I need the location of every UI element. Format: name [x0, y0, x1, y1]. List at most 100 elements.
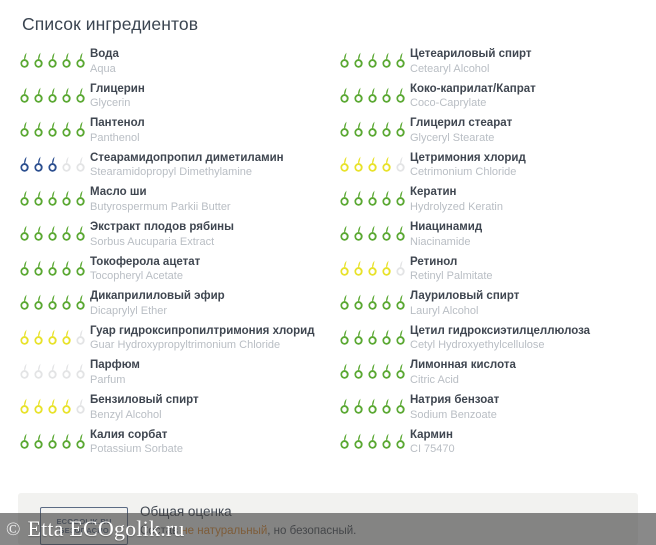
sprout-icon — [62, 329, 71, 345]
safety-badge-verdict: БЕЗОПАСНО — [59, 526, 109, 535]
ingredient-inci-name: Retinyl Palmitate — [410, 270, 493, 283]
ingredient-rating — [338, 254, 410, 277]
ingredient-name: Цетил гидроксиэтилцеллюлоза — [410, 324, 591, 337]
ingredient-inci-name: Dicaprylyl Ether — [90, 304, 168, 317]
ingredient-row[interactable]: Глицерил стеарат Glyceryl Stearate — [338, 115, 656, 150]
ingredient-rating — [338, 357, 410, 380]
ingredient-name: Натрия бензоат — [410, 393, 500, 406]
sprout-icon — [354, 294, 363, 310]
sprout-icon — [62, 52, 71, 68]
ingredient-row[interactable]: Дикаприлиловый эфир Dicaprylyl Ether — [18, 288, 328, 323]
summary-suffix: , но безопасный. — [267, 525, 357, 537]
sprout-icon — [354, 87, 363, 103]
ingredient-row[interactable]: Токоферола ацетат Tocopheryl Acetate — [18, 254, 328, 289]
sprout-icon — [34, 433, 43, 449]
ingredient-name: Дикаприлиловый эфир — [90, 290, 225, 303]
ingredient-inci-name: Glycerin — [90, 97, 131, 110]
ingredient-row[interactable]: Цетил гидроксиэтилцеллюлоза Cetyl Hydroxy… — [338, 323, 656, 358]
sprout-icon — [396, 260, 405, 276]
sprout-icon — [62, 433, 71, 449]
ingredient-row[interactable]: Коко-каприлат/Капрат Coco-Caprylate — [338, 81, 656, 116]
ingredient-row[interactable]: Экстракт плодов рябины Sorbus Aucuparia E… — [18, 219, 328, 254]
sprout-icon — [368, 329, 377, 345]
sprout-icon — [340, 329, 349, 345]
ingredient-row[interactable]: Кератин Hydrolyzed Keratin — [338, 184, 656, 219]
ingredient-inci-name: Niacinamide — [410, 235, 471, 248]
ingredient-rating — [18, 81, 90, 104]
sprout-icon — [396, 398, 405, 414]
sprout-icon — [340, 433, 349, 449]
sprout-icon — [20, 225, 29, 241]
ingredient-text: Гуар гидроксипропилтримония хлорид Guar H… — [90, 323, 315, 353]
ingredient-inci-name: CI 75470 — [410, 443, 455, 456]
ingredient-inci-name: Sodium Benzoate — [410, 408, 497, 421]
ingredient-rating — [338, 81, 410, 104]
sprout-icon — [340, 294, 349, 310]
ingredient-name: Цетеариловый спирт — [410, 48, 532, 60]
sprout-icon — [20, 121, 29, 137]
ingredient-row[interactable]: Вода Aqua — [18, 46, 328, 81]
sprout-icon — [340, 260, 349, 276]
sprout-icon — [354, 260, 363, 276]
sprout-icon — [20, 87, 29, 103]
ingredient-text: Лауриловый спирт Lauryl Alcohol — [410, 288, 519, 318]
sprout-icon — [354, 190, 363, 207]
ingredient-row[interactable]: Натрия бензоат Sodium Benzoate — [338, 392, 656, 427]
ingredient-rating — [18, 357, 90, 380]
ingredient-text: Калия сорбат Potassium Sorbate — [90, 427, 183, 457]
sprout-icon — [34, 225, 43, 241]
sprout-icon — [396, 87, 405, 103]
ingredient-row[interactable]: Цетримония хлорид Cetrimonium Chloride — [338, 150, 656, 185]
sprout-icon — [62, 225, 71, 241]
sprout-icon — [396, 52, 405, 68]
ingredient-text: Глицерин Glycerin — [90, 81, 145, 111]
ingredient-rating — [338, 184, 410, 207]
sprout-icon — [48, 225, 57, 241]
sprout-icon — [62, 121, 71, 137]
sprout-icon — [20, 190, 29, 207]
sprout-icon — [340, 398, 349, 414]
ingredient-row[interactable]: Лимонная кислота Citric Acid — [338, 357, 656, 392]
ingredient-text: Дикаприлиловый эфир Dicaprylyl Ether — [90, 288, 225, 318]
ingredient-name: Ниацинамид — [410, 220, 483, 233]
ingredient-name: Ретинол — [410, 255, 458, 268]
ingredient-row[interactable]: Парфюм Parfum — [18, 357, 328, 392]
sprout-icon — [48, 190, 57, 207]
sprout-icon — [396, 121, 405, 137]
sprout-icon — [48, 433, 57, 449]
sprout-icon — [48, 121, 57, 137]
sprout-icon — [396, 363, 405, 380]
sprout-icon — [48, 329, 57, 345]
sprout-icon — [340, 190, 349, 207]
ingredient-row[interactable]: Глицерин Glycerin — [18, 81, 328, 116]
ingredient-rating — [338, 427, 410, 450]
ingredient-row[interactable]: Масло ши Butyrospermum Parkii Butter — [18, 184, 328, 219]
ingredient-text: Масло ши Butyrospermum Parkii Butter — [90, 184, 231, 214]
ingredient-row[interactable]: Гуар гидроксипропилтримония хлорид Guar H… — [18, 323, 328, 358]
ingredient-row[interactable]: Цетеариловый спирт Cetearyl Alcohol — [338, 46, 656, 81]
overall-rating-title: Общая оценка — [140, 504, 232, 519]
sprout-icon — [34, 398, 43, 414]
sprout-icon — [34, 156, 43, 172]
ingredient-column-left: Вода Aqua Глицерин Glycerin Пантенол Pantheno… — [0, 46, 328, 461]
ingredient-row[interactable]: Калия сорбат Potassium Sorbate — [18, 427, 328, 462]
ingredient-row[interactable]: Лауриловый спирт Lauryl Alcohol — [338, 288, 656, 323]
ingredient-columns: Вода Aqua Глицерин Glycerin Пантенол Pantheno… — [0, 46, 656, 461]
sprout-icon — [76, 190, 85, 207]
ingredient-row[interactable]: Пантенол Panthenol — [18, 115, 328, 150]
sprout-icon — [48, 260, 57, 276]
ingredient-row[interactable]: Стеарамидопропил диметиламин Stearamidopr… — [18, 150, 328, 185]
sprout-icon — [382, 121, 391, 137]
ingredient-name: Калия сорбат — [90, 428, 168, 441]
ingredient-row[interactable]: Ретинол Retinyl Palmitate — [338, 254, 656, 289]
sprout-icon — [354, 329, 363, 345]
sprout-icon — [368, 190, 377, 207]
sprout-icon — [382, 398, 391, 414]
ingredient-row[interactable]: Кармин CI 75470 — [338, 427, 656, 462]
ingredient-row[interactable]: Ниацинамид Niacinamide — [338, 219, 656, 254]
ingredient-row[interactable]: Бензиловый спирт Benzyl Alcohol — [18, 392, 328, 427]
sprout-icon — [76, 121, 85, 137]
ingredient-name: Гуар гидроксипропилтримония хлорид — [90, 324, 315, 337]
ingredient-rating — [338, 288, 410, 311]
sprout-icon — [20, 294, 29, 310]
